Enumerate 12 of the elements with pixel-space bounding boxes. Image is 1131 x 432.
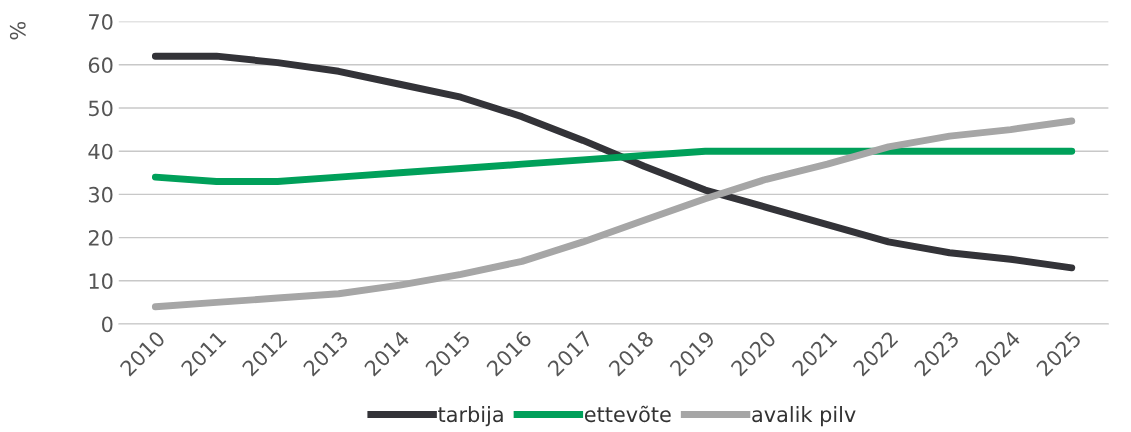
y-tick-label: 50 [88,100,113,117]
y-tick-label: 40 [88,143,113,160]
legend-label: ettevõte [584,405,671,423]
y-axis-title: % [9,21,26,40]
y-tick-label: 60 [88,57,113,74]
legend-label: avalik pilv [752,406,856,427]
y-tick-label: 70 [89,14,113,30]
y-tick-label: 20 [88,230,113,246]
y-tick-label: 0 [102,316,113,333]
legend-label: tarbija [438,406,503,427]
y-tick-label: 30 [88,186,113,203]
y-tick-label: 10 [89,273,113,290]
